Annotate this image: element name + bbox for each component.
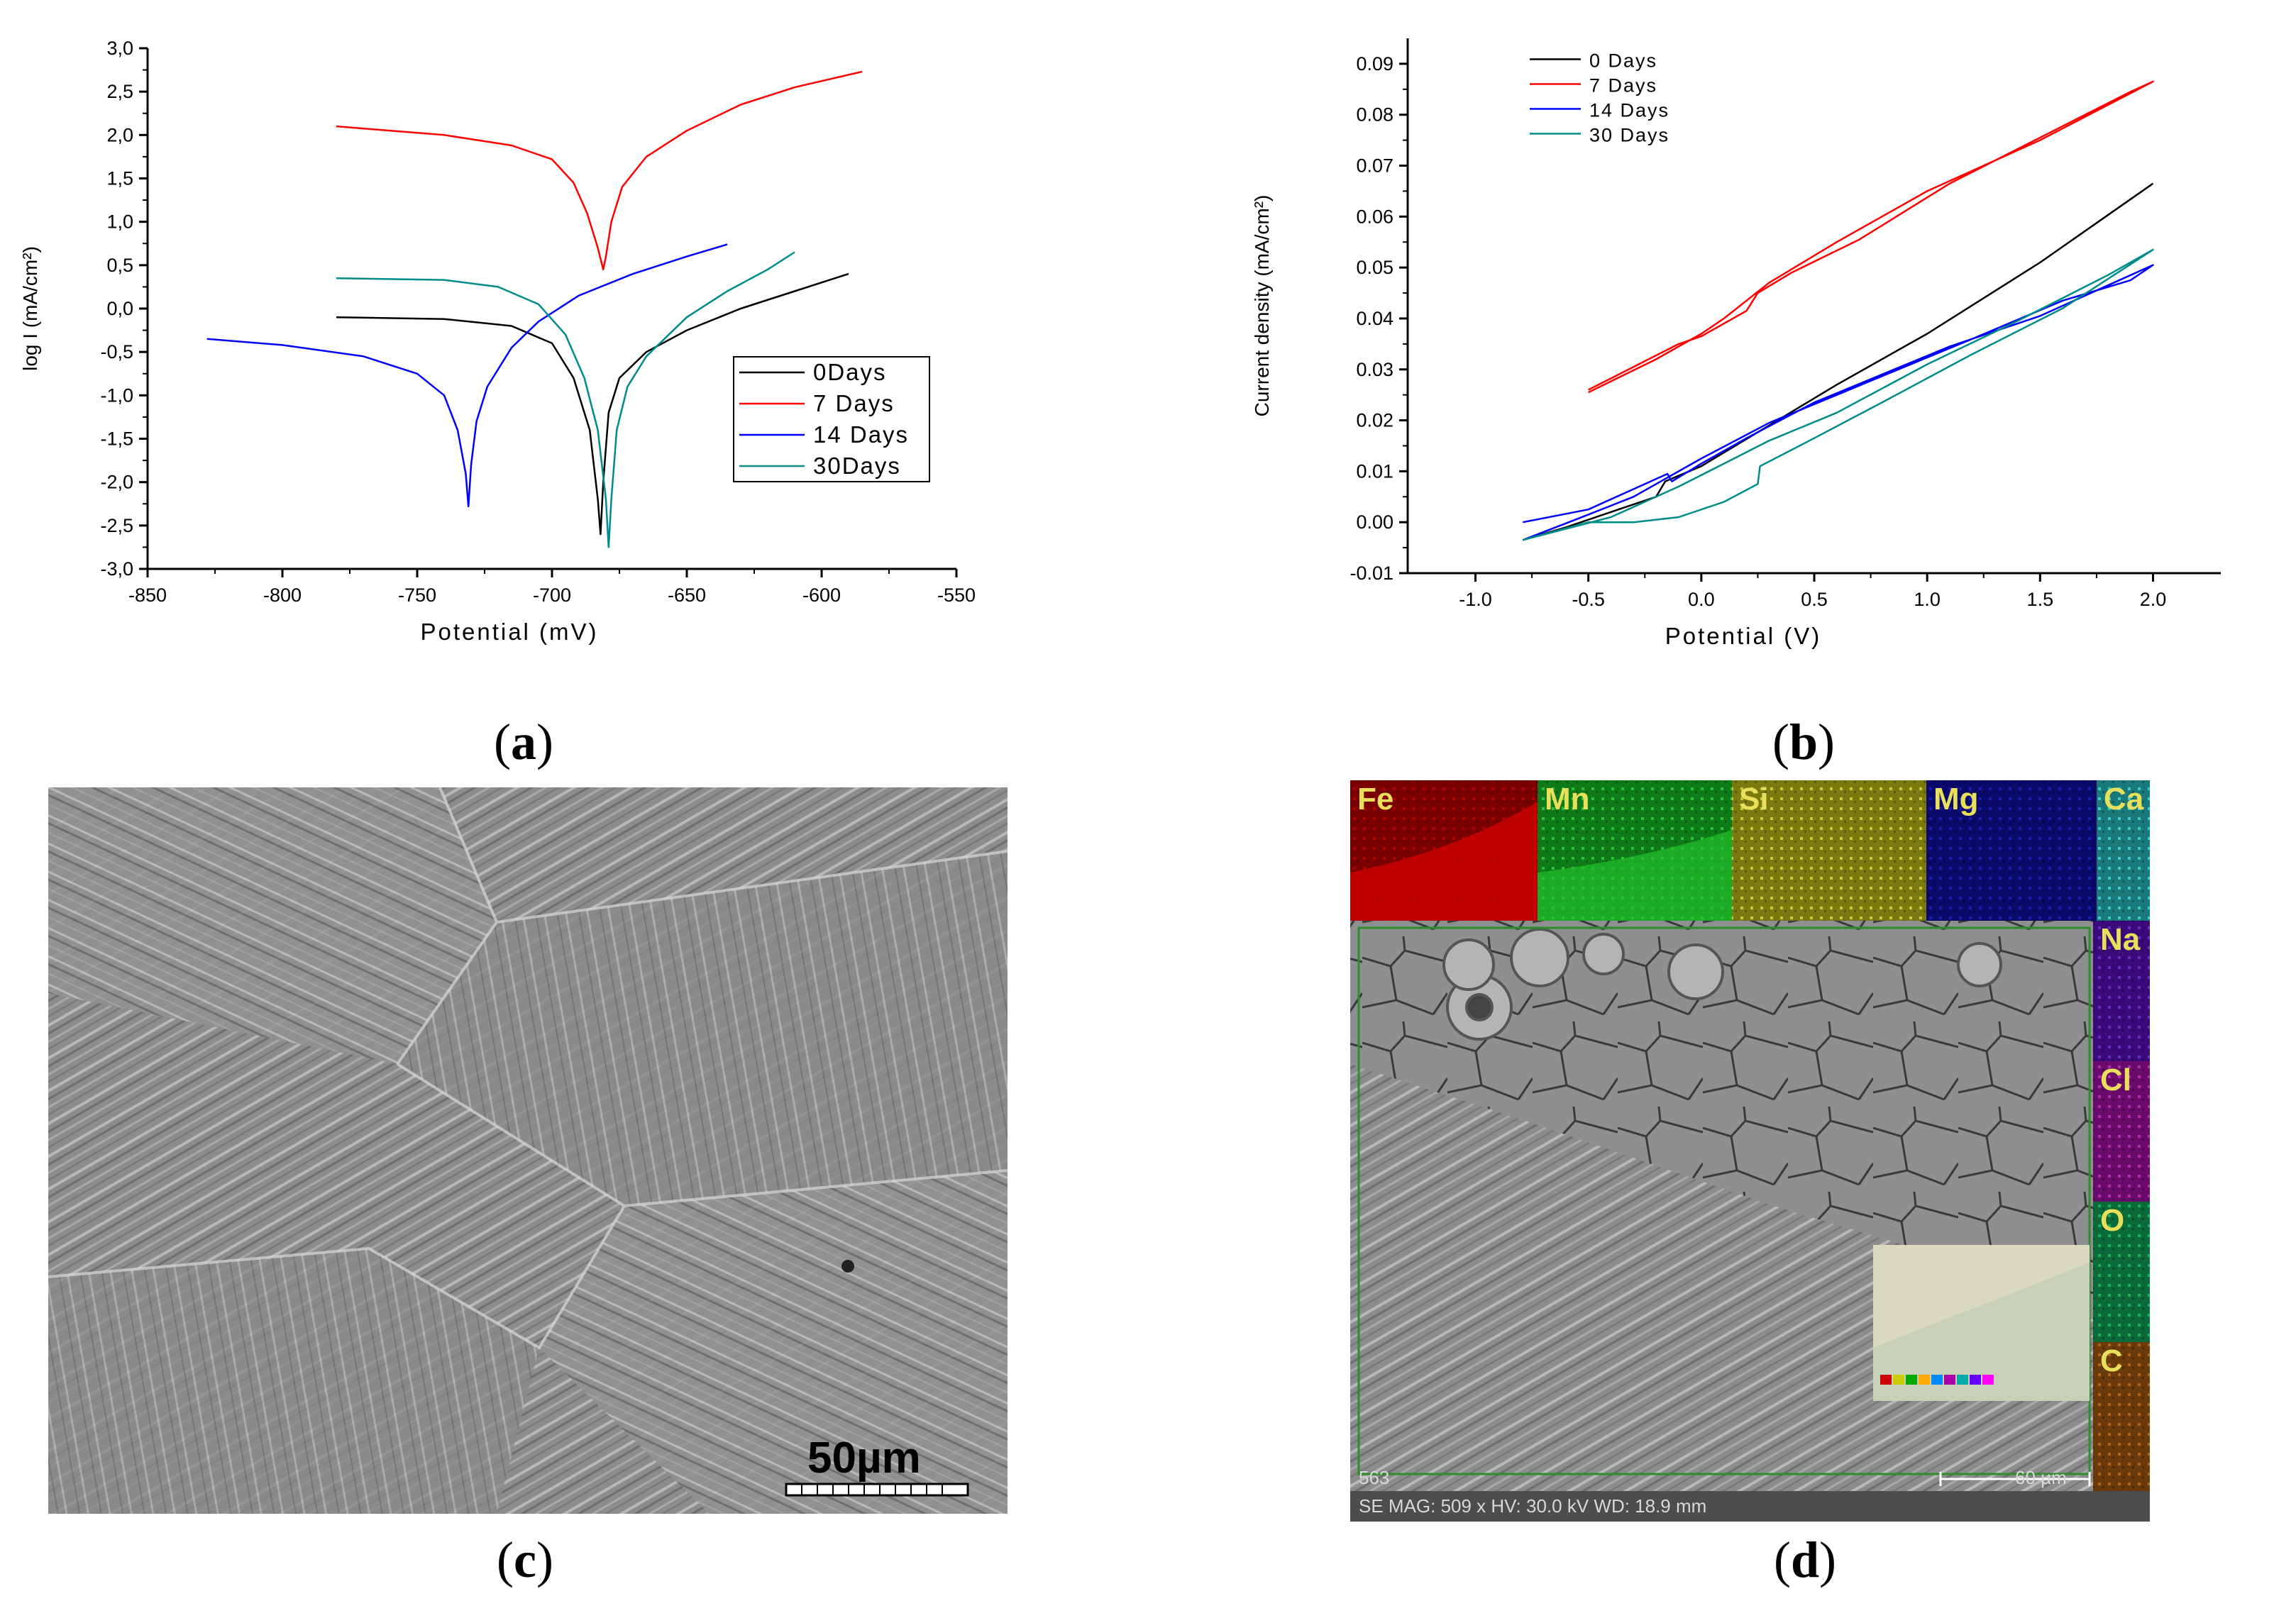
scale-bar-label-d: 60 µm: [2015, 1467, 2067, 1488]
x-tick-label-b: 0.5: [1801, 589, 1828, 610]
caption-c: (c): [497, 1531, 553, 1588]
legend-label-b: 30 Days: [1589, 125, 1669, 146]
legend-label-b: 7 Days: [1589, 75, 1657, 96]
y-tick-label-b: 0.00: [1356, 511, 1393, 533]
legend-label-a: 0Days: [813, 359, 887, 385]
legend-label-a: 30Days: [813, 453, 901, 479]
y-tick-label-a: 1,0: [106, 211, 133, 233]
eds-label-o: O: [2100, 1203, 2125, 1238]
y-tick-label-a: -1,0: [100, 384, 133, 406]
y-tick-label-a: 3,0: [106, 38, 133, 59]
legend-box-a: [733, 356, 930, 482]
caption-d: (d): [1774, 1531, 1837, 1588]
eds-label-mn: Mn: [1545, 782, 1590, 816]
y-tick-label-a: 0,0: [106, 298, 133, 319]
caption-b: (b): [1772, 714, 1836, 770]
legend-label-b: 0 Days: [1589, 50, 1657, 72]
y-tick-label-b: 0.08: [1356, 104, 1393, 126]
eds-label-si: Si: [1739, 782, 1769, 816]
x-tick-label-a: -800: [263, 585, 302, 606]
series-line-a-7days: [336, 70, 863, 271]
y-tick-label-b: 0.07: [1356, 155, 1393, 177]
x-tick-label-a: -850: [128, 585, 167, 606]
sem-micrograph-c: [48, 787, 1008, 1514]
legend-label-a: 7 Days: [813, 390, 895, 416]
series-line-a-30days: [336, 251, 795, 548]
y-tick-label-a: 2,5: [106, 81, 133, 102]
y-axis-label-b: Current density (mA/cm²): [1251, 195, 1273, 417]
eds-label-c: C: [2100, 1344, 2123, 1378]
x-tick-label-a: -750: [398, 585, 436, 606]
y-tick-label-a: 0,5: [106, 255, 133, 276]
series-line-b-0days: [1522, 182, 2154, 541]
eds-label-fe: Fe: [1357, 782, 1394, 816]
y-tick-label-b: 0.03: [1356, 359, 1393, 380]
series-line-b-30days: [1522, 248, 2154, 541]
legend-label-a: 14 Days: [813, 421, 909, 448]
eds-label-mg: Mg: [1933, 782, 1979, 816]
y-tick-label-b: -0.01: [1350, 563, 1393, 584]
y-tick-label-b: 0.05: [1356, 257, 1393, 278]
y-tick-label-b: 0.02: [1356, 410, 1393, 431]
sample-id-d: 563: [1359, 1467, 1390, 1488]
eds-label-cl: Cl: [2100, 1063, 2131, 1097]
y-tick-label-a: -2,5: [100, 515, 133, 536]
y-tick-label-a: 1,5: [106, 168, 133, 189]
y-axis-label-a: log I (mA/cm²): [19, 246, 41, 371]
y-tick-label-a: -0,5: [100, 341, 133, 362]
y-tick-label-b: 0.04: [1356, 308, 1393, 329]
x-tick-label-b: -0.5: [1572, 589, 1605, 610]
y-tick-label-b: 0.09: [1356, 53, 1393, 74]
x-tick-label-b: 1.0: [1914, 589, 1941, 610]
series-line-a-0days: [336, 272, 849, 536]
sem-info-d: SE MAG: 509 x HV: 30.0 kV WD: 18.9 mm: [1359, 1495, 1707, 1517]
corrosion-nodules: [1442, 928, 2002, 1041]
legend-box-b: [1524, 47, 1691, 146]
x-tick-label-a: -600: [802, 585, 841, 606]
y-tick-label-a: -1,5: [100, 428, 133, 450]
y-tick-label-b: 0.06: [1356, 206, 1393, 227]
x-tick-label-b: -1.0: [1459, 589, 1492, 610]
y-tick-label-a: 2,0: [106, 124, 133, 145]
y-tick-label-a: -2,0: [100, 472, 133, 493]
caption-a: (a): [494, 714, 553, 770]
eds-mapping-d: [1350, 780, 2150, 1522]
x-tick-label-b: 2.0: [2140, 589, 2167, 610]
series-line-b-7days: [1588, 80, 2154, 394]
eds-label-ca: Ca: [2104, 782, 2144, 816]
y-tick-label-a: -3,0: [100, 558, 133, 580]
x-tick-label-b: 0.0: [1688, 589, 1715, 610]
scale-bar-label-c: 50µm: [807, 1434, 921, 1483]
legend-label-b: 14 Days: [1589, 100, 1669, 121]
x-tick-label-a: -700: [533, 585, 571, 606]
x-tick-label-a: -550: [937, 585, 976, 606]
chart-a: -850 -800 -750 -700 -650 -600 -550 -3,0 -2,5 -2,0…: [19, 38, 976, 645]
x-tick-label-b: 1.5: [2027, 589, 2054, 610]
eds-label-na: Na: [2100, 922, 2141, 957]
chart-b: -1.0 -0.5 0.0 0.5 1.0 1.5 2.0 -0.01 0.00 0.01 0.02…: [1251, 38, 2221, 649]
eds-color-key: [1880, 1375, 1994, 1385]
x-axis-label-b: Potential (V): [1665, 623, 1822, 649]
x-tick-label-a: -650: [668, 585, 706, 606]
series-line-b-14days: [1522, 264, 2154, 541]
x-axis-label-a: Potential (mV): [420, 619, 598, 645]
series-line-a-14days: [206, 243, 728, 508]
y-tick-label-b: 0.01: [1356, 460, 1393, 482]
